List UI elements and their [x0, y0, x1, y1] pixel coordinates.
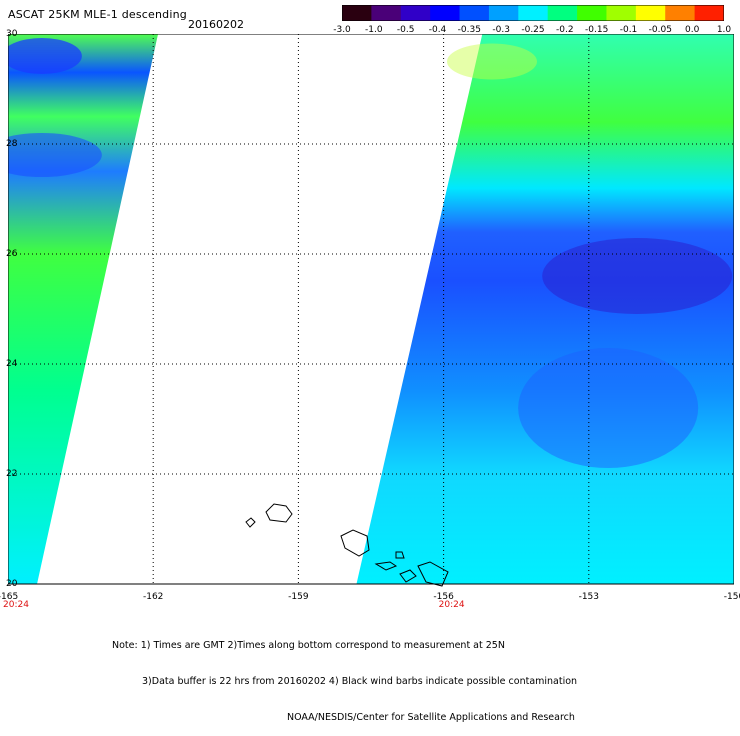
island-outline [265, 503, 293, 523]
note-line-3: NOAA/NESDIS/Center for Satellite Applica… [287, 712, 575, 723]
colorbar-segment [635, 5, 666, 21]
colorbar-label: -0.05 [648, 25, 672, 35]
field-feature [8, 133, 102, 177]
colorbar-label: -0.25 [521, 25, 545, 35]
field-feature [542, 238, 733, 314]
colorbar-label: -0.4 [428, 25, 447, 35]
colorbar-segment [430, 5, 461, 21]
field-feature [447, 43, 537, 80]
island-outline [340, 529, 370, 557]
x-tick-label: -153 [578, 592, 600, 602]
x-tick-label: -162 [142, 592, 164, 602]
colorbar-segment [371, 5, 402, 21]
colorbar-segment [342, 5, 372, 21]
colorbar-segment [665, 5, 696, 21]
colorbar-segment [606, 5, 637, 21]
y-tick-label: 22 [6, 469, 18, 479]
island-outline [395, 551, 405, 559]
colorbar-segment [518, 5, 549, 21]
footer-notes: Note: 1) Times are GMT 2)Times along bot… [112, 616, 577, 736]
x-tick-label: -165 [0, 592, 19, 602]
colorbar-segment [577, 5, 607, 21]
heatmap-plot [8, 34, 734, 587]
colorbar-label: 0.0 [684, 25, 700, 35]
colorbar-segment [547, 5, 578, 21]
field-feature [518, 348, 699, 468]
colorbar-labels: -3.0 -1.0 -0.5 -0.4 -0.35 -0.3 -0.25 -0.2 -0.15-… [333, 25, 734, 37]
note-line-2: 3)Data buffer is 22 hrs from 20160202 4)… [142, 676, 578, 687]
y-tick-label: 30 [6, 29, 18, 39]
colorbar-segment [488, 5, 519, 21]
colorbar-label: -1.0 [365, 25, 383, 35]
note-line-1: Note: 1) Times are GMT 2)Times along bot… [112, 640, 505, 651]
swath-time-label: 20:24 [438, 600, 465, 610]
chart-title: ASCAT 25KM MLE-1 descending [8, 8, 187, 21]
colorbar-label: -0.15 [585, 25, 609, 35]
colorbar-label: 1.0 [716, 25, 732, 35]
island-outline [245, 517, 256, 528]
colorbar-segment [694, 5, 724, 21]
colorbar-label: -0.3 [492, 25, 510, 35]
island-outline [417, 561, 449, 587]
colorbar-label: -0.2 [556, 25, 574, 35]
chart-date: 20160202 [188, 18, 244, 31]
colorbar-segment [459, 5, 490, 21]
x-tick-label: -159 [288, 592, 309, 602]
island-outline [374, 561, 398, 571]
y-tick-label: 20 [6, 579, 18, 589]
y-tick-label: 26 [6, 249, 18, 259]
colorbar-label: -0.1 [619, 25, 638, 35]
colorbar-label: -0.5 [396, 25, 415, 35]
field-feature [8, 38, 82, 74]
y-tick-label: 28 [6, 139, 18, 149]
colorbar [342, 5, 724, 21]
colorbar-segment [400, 5, 431, 21]
colorbar-label: -0.35 [457, 25, 481, 35]
island-outline [399, 569, 417, 583]
swath-time-label: 20:24 [3, 600, 29, 610]
x-tick-label: -156 [433, 592, 454, 602]
colorbar-label: -3.0 [333, 25, 351, 35]
x-tick-label: -150 [723, 592, 740, 602]
west-swath [8, 34, 159, 584]
y-tick-label: 24 [6, 359, 18, 369]
